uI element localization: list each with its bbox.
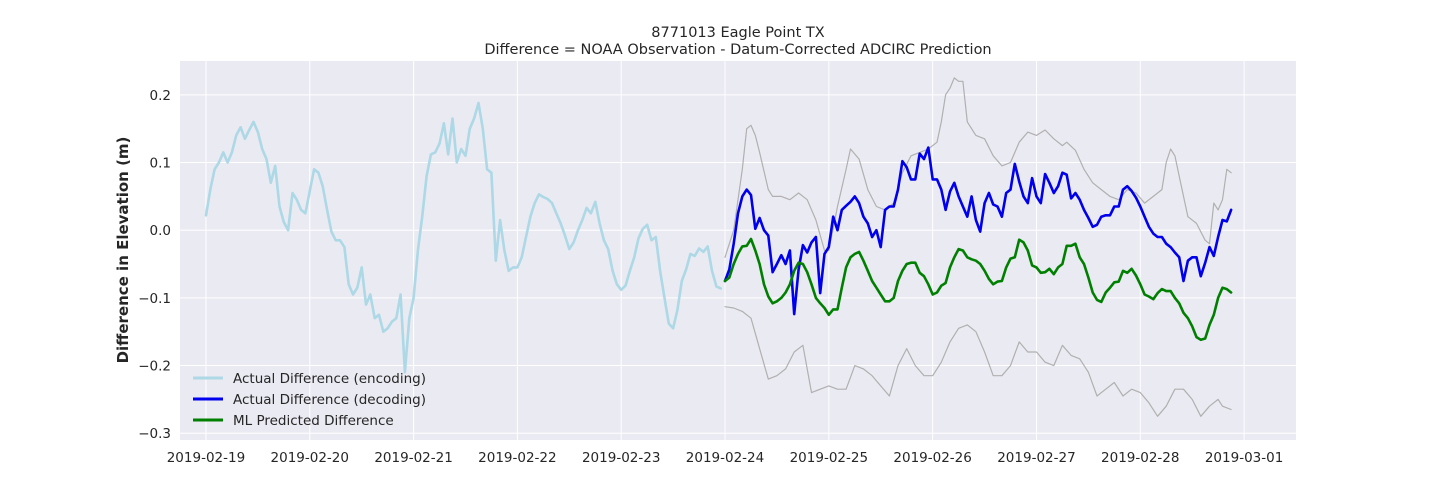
y-axis-ticks: 0.2 0.1 0.0 −0.1 −0.2 −0.3 [138,88,171,442]
x-tick-label: 2019-02-22 [478,450,556,466]
y-axis-label: Difference in Elevation (m) [114,137,132,364]
chart-title: 8771013 Eagle Point TX [651,25,824,41]
x-tick-label: 2019-02-27 [997,450,1075,466]
series-lines [204,77,1233,417]
plot-area [180,61,1296,440]
x-tick-label: 2019-03-01 [1205,450,1283,466]
y-tick-label: −0.2 [138,359,171,375]
y-tick-label: 0.2 [150,88,171,104]
x-axis-ticks: 2019-02-19 2019-02-20 2019-02-21 2019-02-22… [167,450,1284,466]
x-tick-label: 2019-02-20 [271,450,349,466]
x-tick-label: 2019-02-24 [686,450,764,466]
y-tick-label: −0.3 [138,426,171,442]
series-line-decoding [723,146,1233,316]
x-tick-label: 2019-02-21 [374,450,452,466]
legend-label-decoding: Actual Difference (decoding) [233,392,426,408]
legend: Actual Difference (encoding) Actual Diff… [193,371,426,429]
y-tick-label: 0.0 [150,223,171,239]
x-tick-label: 2019-02-26 [893,450,971,466]
y-tick-label: −0.1 [138,291,171,307]
series-line-lower-band [724,306,1232,417]
x-tick-label: 2019-02-25 [790,450,868,466]
series-line-ml-predicted [723,237,1233,342]
y-tick-label: 0.1 [150,156,171,172]
x-tick-label: 2019-02-28 [1101,450,1179,466]
legend-label-ml: ML Predicted Difference [233,413,394,429]
series-line-encoding [204,101,722,374]
chart-subtitle: Difference = NOAA Observation - Datum-Co… [484,42,991,58]
x-tick-label: 2019-02-19 [167,450,245,466]
legend-label-encoding: Actual Difference (encoding) [233,371,426,387]
series-line-upper-band [724,77,1232,258]
x-tick-label: 2019-02-23 [582,450,660,466]
